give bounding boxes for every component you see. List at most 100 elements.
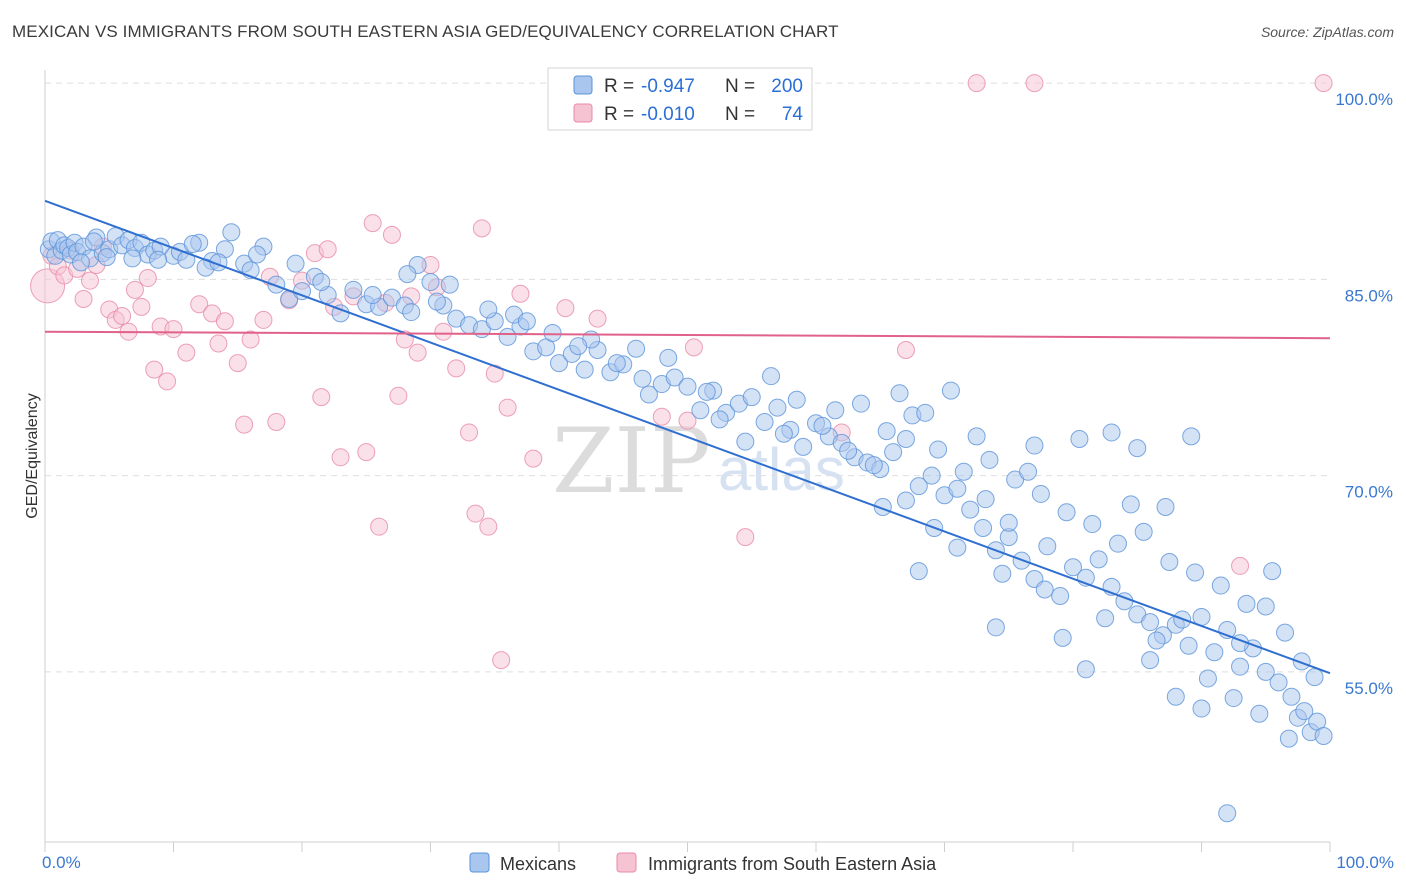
mexicans-point (575, 360, 594, 379)
mexicans-point (909, 562, 928, 581)
mexicans-point (123, 249, 142, 268)
mexicans-point (633, 369, 652, 388)
immigrants-point (447, 359, 466, 378)
immigrants-point (145, 360, 164, 379)
legend-swatch-mexicans (573, 75, 593, 95)
immigrants-point (389, 386, 408, 405)
mexicans-point (1108, 534, 1127, 553)
immigrants-point (209, 334, 228, 353)
immigrants-point (215, 312, 234, 331)
trend-line-mexicans (44, 199, 1331, 675)
mexicans-point (884, 443, 903, 462)
mexicans-point (993, 564, 1012, 583)
immigrants-point (498, 398, 517, 417)
mexicans-point (941, 381, 960, 400)
mexicans-point (1256, 597, 1275, 616)
bottom-legend-swatch-mexicans (469, 852, 490, 873)
immigrants-point (466, 504, 485, 523)
mexicans-point (967, 427, 986, 446)
mexicans-point (1141, 613, 1160, 632)
mexicans-point (222, 223, 241, 242)
mexicans-point (909, 477, 928, 496)
immigrants-point (177, 343, 196, 362)
mexicans-point (896, 491, 915, 510)
mexicans-point (794, 437, 813, 456)
mexicans-point (479, 300, 498, 319)
mexicans-point (877, 422, 896, 441)
mexicans-point (1269, 673, 1288, 692)
mexicans-point (787, 390, 806, 409)
y-tick-label: 100.0% (1335, 90, 1393, 109)
mexicans-point (826, 401, 845, 420)
immigrants-point (1025, 74, 1044, 93)
mexicans-point (1156, 498, 1175, 517)
mexicans-point (248, 245, 267, 264)
immigrants-point (434, 322, 453, 341)
immigrants-point (382, 225, 401, 244)
mexicans-point (1218, 804, 1237, 823)
immigrants-point (485, 364, 504, 383)
mexicans-point (440, 275, 459, 294)
y-tick-label: 55.0% (1345, 679, 1393, 698)
trend-lines (44, 199, 1331, 675)
immigrants-point (228, 354, 247, 373)
legend-swatch-immigrants (573, 103, 593, 123)
immigrants-point (524, 449, 543, 468)
mexicans-point (402, 303, 421, 322)
immigrants-point (312, 388, 331, 407)
mexicans-point (71, 253, 90, 272)
mexicans-point (659, 348, 678, 367)
mexicans-point (678, 377, 697, 396)
immigrants-point (113, 306, 132, 325)
mexicans-point (1256, 662, 1275, 681)
mexicans-point (948, 479, 967, 498)
mexicans-point (1096, 609, 1115, 628)
mexicans-point (1166, 687, 1185, 706)
mexicans-point (1231, 657, 1250, 676)
mexicans-point (1237, 594, 1256, 613)
mexicans-point (710, 410, 729, 429)
legend-r-label-mexicans: R = (604, 76, 634, 97)
mexicans-point (344, 280, 363, 299)
legend-n-label-mexicans: N = (725, 76, 755, 97)
mexicans-point (286, 254, 305, 273)
mexicans-point (916, 403, 935, 422)
mexicans-point (627, 339, 646, 358)
mexicans-point (1160, 552, 1179, 571)
mexicans-point (954, 462, 973, 481)
immigrants-point (460, 423, 479, 442)
immigrants-point (331, 448, 350, 467)
immigrants-point (158, 372, 177, 391)
mexicans-point (177, 250, 196, 269)
immigrants-point (80, 271, 99, 290)
mexicans-point (84, 232, 103, 251)
immigrants-point (138, 269, 157, 288)
gridlines (45, 82, 1330, 673)
mexicans-point (1305, 668, 1324, 687)
immigrants-point (588, 309, 607, 328)
watermark-atlas: atlas (718, 436, 845, 503)
stats-legend: R = -0.947 N = 200 R = -0.010 N = 74 (547, 67, 813, 131)
mexicans-point (149, 250, 168, 269)
mexicans-point (1128, 439, 1147, 458)
mexicans-point (1276, 623, 1295, 642)
mexicans-point (607, 354, 626, 373)
mexicans-point (1038, 537, 1057, 556)
mexicans-point (1102, 423, 1121, 442)
series-legend: Mexicans Immigrants from South Eastern A… (469, 852, 937, 874)
mexicans-point (1282, 687, 1301, 706)
mexicans-point (1057, 503, 1076, 522)
mexicans-point (1314, 727, 1333, 746)
y-axis-title: GED/Equivalency (24, 393, 41, 518)
mexicans-point (1076, 660, 1095, 679)
mexicans-point (1019, 462, 1038, 481)
mexicans-point (1192, 699, 1211, 718)
immigrants-point (318, 240, 337, 259)
mexicans-point (550, 354, 568, 373)
mexicans-point (922, 466, 941, 485)
mexicans-point (498, 327, 517, 346)
mexicans-point (1083, 515, 1102, 534)
mexicans-point (639, 385, 658, 404)
mexicans-point (398, 265, 417, 284)
